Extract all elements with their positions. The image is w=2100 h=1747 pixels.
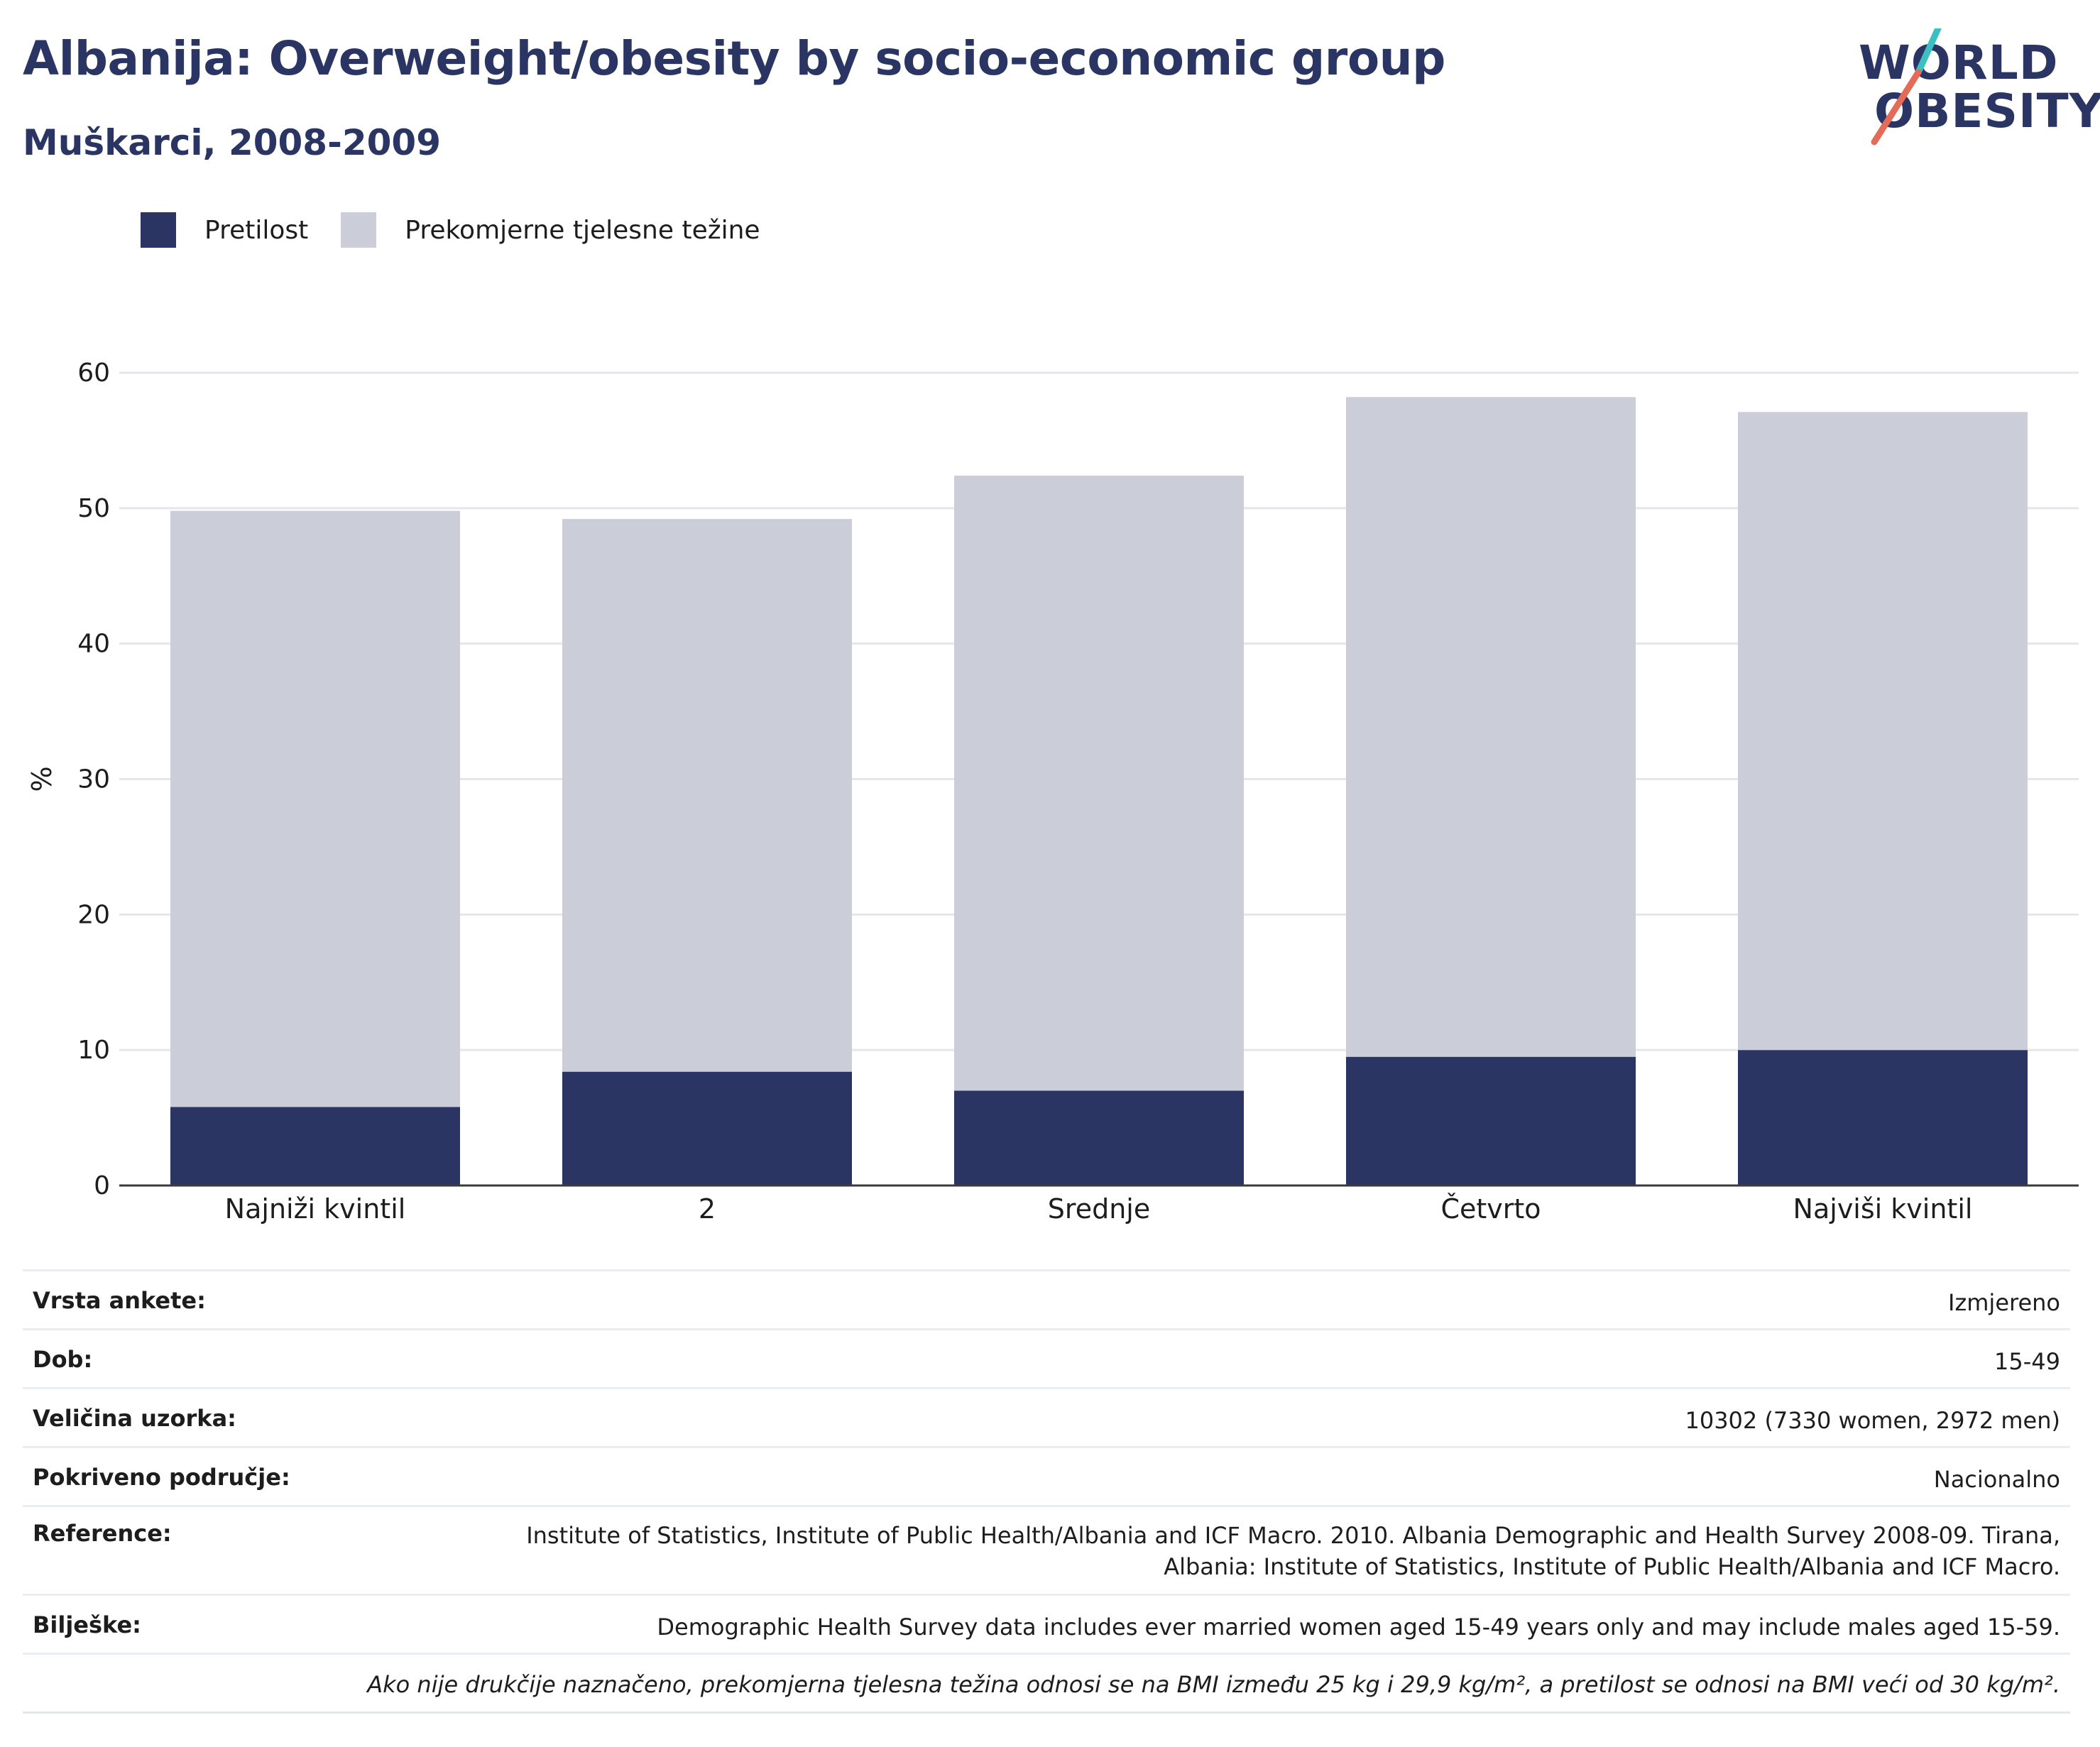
detail-key: Pokriveno područje: [33,1464,290,1491]
detail-value: Nacionalno [1933,1466,2060,1493]
x-tick-label: Najviši kvintil [1793,1193,1973,1225]
x-tick-label: Srednje [1048,1193,1150,1225]
y-tick-label: 60 [77,358,110,388]
legend-item-overweight[interactable]: Prekomjerne tjelesne težine [341,212,760,248]
detail-row-reference: Reference: Institute of Statistics, Inst… [23,1505,2070,1594]
detail-key: Bilješke: [33,1611,141,1638]
detail-row-sample-size: Veličina uzorka: 10302 (7330 women, 2972… [23,1387,2070,1446]
y-tick-label: 20 [77,900,110,929]
bar-overweight [1738,412,2028,1051]
footnote: Ako nije drukčije naznačeno, prekomjerna… [367,1671,2060,1698]
footnote-row: Ako nije drukčije naznačeno, prekomjerna… [23,1653,2070,1712]
detail-key: Reference: [33,1520,172,1547]
detail-key: Vrsta ankete: [33,1287,206,1314]
x-tick-label: Najniži kvintil [225,1193,406,1225]
y-tick-label: 40 [77,630,110,659]
x-tick-label: 2 [699,1193,716,1225]
bar-obesity [1738,1050,2028,1185]
y-tick-label: 0 [94,1171,110,1200]
detail-key: Veličina uzorka: [33,1405,236,1432]
bar-overweight [562,519,852,1072]
world-obesity-logo: WORLD OBESITY [1853,28,2100,153]
detail-row-notes: Bilješke: Demographic Health Survey data… [23,1594,2070,1653]
chart-title: Albanija: Overweight/obesity by socio-ec… [23,31,1445,86]
table-bottom-border [23,1712,2070,1714]
legend-label-overweight: Prekomjerne tjelesne težine [405,215,760,245]
detail-row-survey-type: Vrsta ankete: Izmjereno [23,1269,2070,1328]
bar-obesity [1346,1056,1636,1185]
x-tick-label: Četvrto [1440,1193,1541,1225]
chart-subtitle: Muškarci, 2008-2009 [23,122,442,163]
detail-value-reference: Institute of Statistics, Institute of Pu… [526,1520,2060,1582]
detail-value: Izmjereno [1948,1289,2060,1316]
detail-key: Dob: [33,1346,93,1373]
logo-line-1: WORLD [1859,35,2059,90]
y-tick-label: 50 [77,494,110,523]
chart-legend: Pretilost Prekomjerne tjelesne težine [141,210,793,250]
detail-value: Demographic Health Survey data includes … [657,1614,2060,1641]
bar-chart: 0 10 20 30 40 50 60% Najniži kvintil 2 Srednje Čet… [26,358,2079,1225]
details-table: Vrsta ankete: Izmjereno Dob: 15-49 Velič… [23,1269,2070,1714]
legend-label-obesity: Pretilost [204,215,309,245]
detail-row-coverage: Pokriveno područje: Nacionalno [23,1446,2070,1505]
legend-swatch-overweight [341,212,377,248]
bar-overweight [170,510,460,1107]
bar-obesity [170,1107,460,1185]
logo-slash-icon [1871,28,1942,146]
legend-item-obesity[interactable]: Pretilost [141,212,308,248]
reference-line-2: Albania: Institute of Statistics, Instit… [1164,1553,2060,1580]
logo-line-2: OBESITY [1874,84,2100,138]
legend-swatch-obesity [141,212,176,248]
reference-line-1: Institute of Statistics, Institute of Pu… [526,1522,2060,1549]
y-tick-label: 30 [77,765,110,794]
y-axis-label: % [26,766,58,792]
detail-value: 15-49 [1994,1348,2060,1375]
bar-overweight [954,476,1244,1091]
y-tick-label: 10 [77,1036,110,1065]
bar-obesity [562,1071,852,1185]
bar-overweight [1346,397,1636,1057]
detail-value: 10302 (7330 women, 2972 men) [1685,1407,2060,1434]
detail-row-age: Dob: 15-49 [23,1328,2070,1387]
bar-obesity [954,1090,1244,1185]
